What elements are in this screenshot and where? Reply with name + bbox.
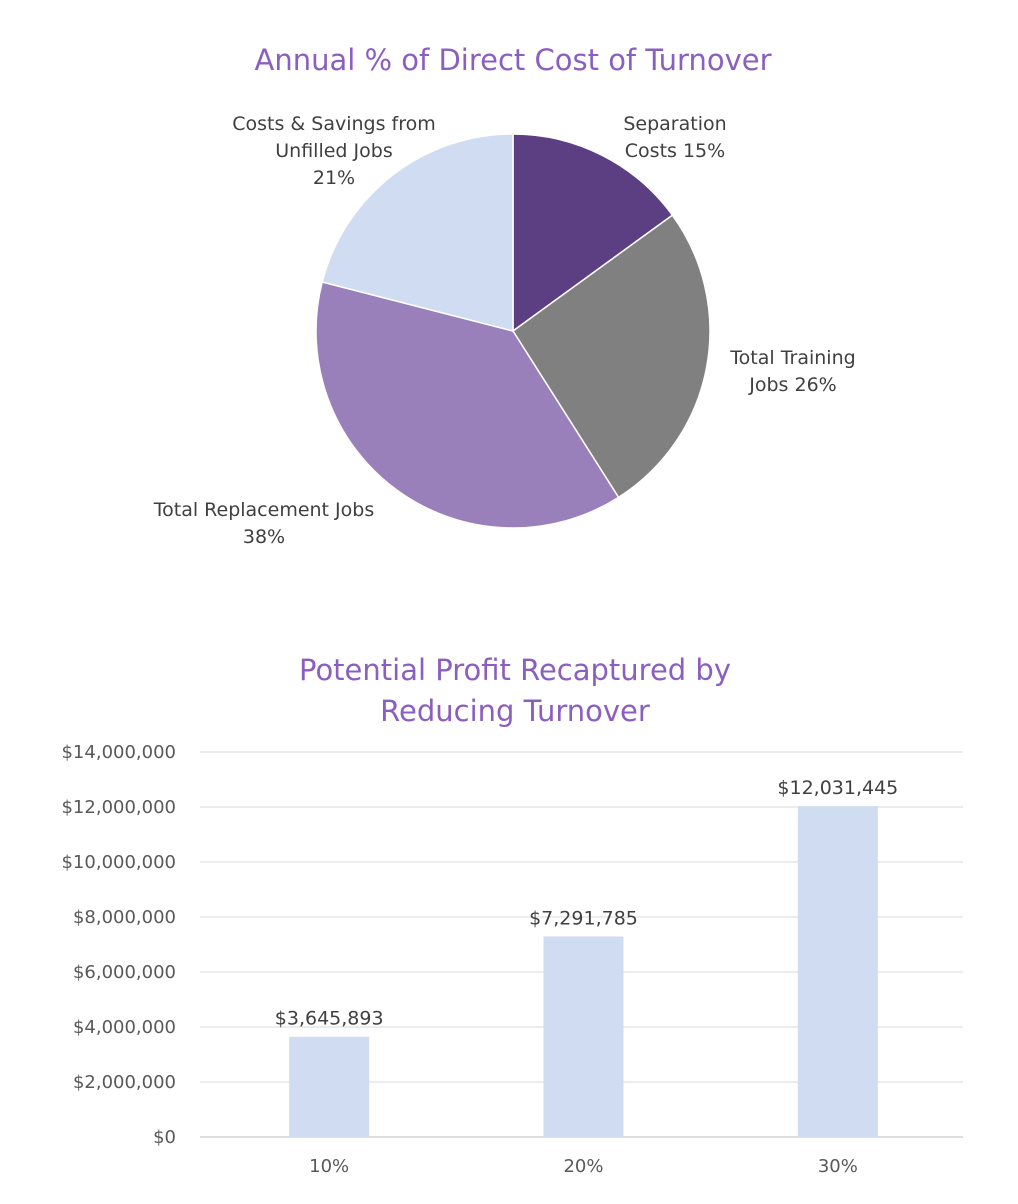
x-tick-label: 30% [818, 1156, 858, 1177]
y-tick-label: $4,000,000 [73, 1017, 176, 1038]
y-tick-label: $12,000,000 [61, 797, 176, 818]
y-tick-label: $0 [153, 1127, 176, 1148]
pie-slice-total-replacement-jobs [315, 281, 620, 529]
pie-data-label: Costs 15% [625, 140, 725, 162]
pie-data-label: Total Replacement Jobs [153, 499, 375, 521]
bar-title: Reducing Turnover [380, 694, 650, 728]
x-tick-label: 10% [309, 1156, 349, 1177]
pie-data-label: 38% [243, 526, 285, 548]
bar-title: Potential Profit Recaptured by [299, 653, 731, 687]
y-tick-label: $8,000,000 [73, 907, 176, 928]
bar-data-label: $3,645,893 [275, 1008, 384, 1030]
pie-data-label: Total Training [729, 347, 855, 369]
y-tick-label: $6,000,000 [73, 962, 176, 983]
pie-data-label: Unfilled Jobs [275, 140, 392, 162]
y-tick-label: $14,000,000 [61, 742, 176, 763]
bar-data-label: $12,031,445 [777, 777, 898, 799]
pie-data-label: Jobs 26% [748, 374, 836, 396]
y-tick-label: $2,000,000 [73, 1072, 176, 1093]
pie-slice-total-training-jobs [511, 214, 711, 499]
pie-data-label: Costs & Savings from [232, 113, 436, 135]
bar-10pct [289, 1036, 370, 1137]
x-tick-label: 20% [563, 1156, 603, 1177]
y-tick-label: $10,000,000 [61, 852, 176, 873]
pie-data-label: 21% [313, 167, 355, 189]
pie-slice-costs-savings-from-unfilled-jobs [321, 133, 514, 332]
bar-data-label: $7,291,785 [529, 907, 638, 929]
pie-data-label: Separation [623, 113, 726, 135]
bar-20pct [543, 936, 624, 1137]
pie-slice-separation-costs [512, 133, 674, 333]
bar-30pct [797, 806, 878, 1137]
pie-title: Annual % of Direct Cost of Turnover [254, 43, 771, 77]
